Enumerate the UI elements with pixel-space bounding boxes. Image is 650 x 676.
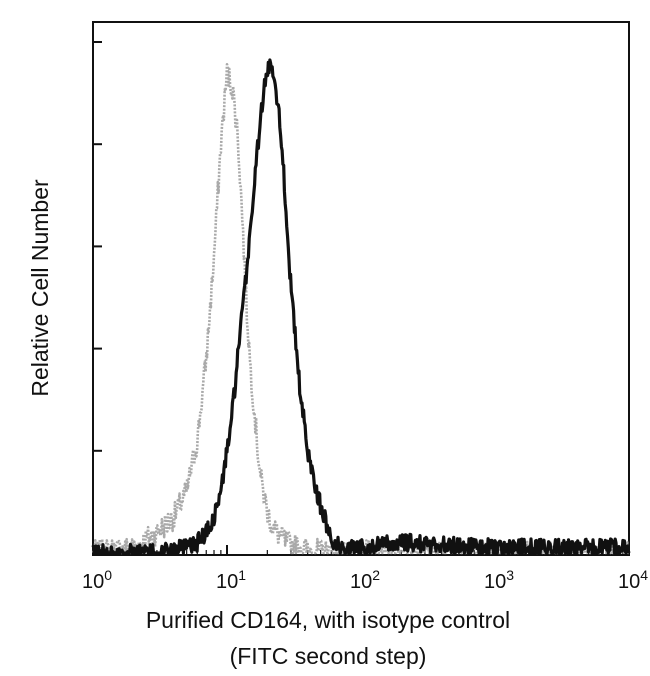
x-axis-title: Purified CD164, with isotype control xyxy=(146,607,510,633)
plot-frame xyxy=(92,21,630,556)
svg-text:102: 102 xyxy=(350,567,380,593)
x-tick-label: 101 xyxy=(216,567,246,593)
x-axis-title-line2: (FITC second step) xyxy=(230,643,427,669)
x-tick-label: 103 xyxy=(484,567,514,593)
isotype-control-histogram xyxy=(91,63,630,555)
x-tick-labels: 100 101 102 103 104 xyxy=(82,567,648,593)
x-tick-label: 104 xyxy=(618,567,648,593)
y-axis-title: Relative Cell Number xyxy=(27,179,53,397)
cd164-histogram xyxy=(91,58,631,555)
svg-text:103: 103 xyxy=(484,567,514,593)
svg-text:101: 101 xyxy=(216,567,246,593)
x-tick-label: 102 xyxy=(350,567,380,593)
svg-text:100: 100 xyxy=(82,567,112,593)
series-group xyxy=(91,58,631,555)
y-axis-ticks xyxy=(93,41,102,554)
svg-text:104: 104 xyxy=(618,567,648,593)
x-tick-label: 100 xyxy=(82,567,112,593)
